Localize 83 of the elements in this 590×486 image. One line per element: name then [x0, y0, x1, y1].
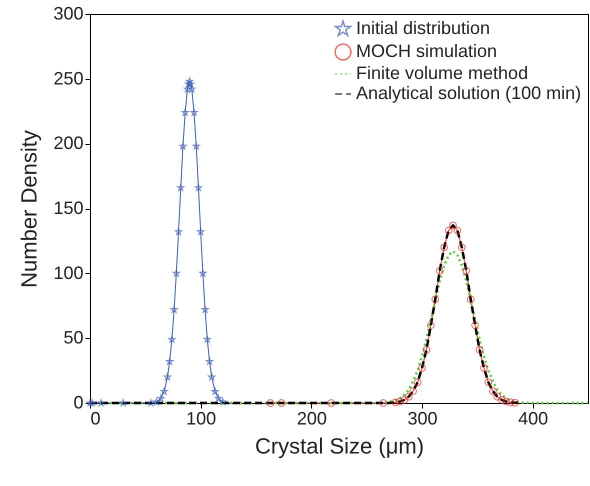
point [462, 266, 470, 275]
x-tick-label: 300 [407, 408, 438, 428]
point [409, 387, 417, 395]
point [147, 399, 155, 406]
y-axis-title: Number Density [16, 130, 42, 288]
point [181, 108, 189, 116]
point [168, 336, 176, 343]
point [379, 399, 388, 407]
point [422, 346, 430, 354]
point [400, 396, 408, 404]
point [208, 373, 216, 380]
point [431, 295, 440, 304]
x-tick-label: 200 [296, 408, 327, 428]
y-tick-label: 200 [53, 133, 84, 154]
point [404, 392, 413, 400]
point [484, 378, 492, 386]
point [177, 184, 184, 191]
x-axis-title: Crystal Size (μm) [254, 434, 424, 458]
point [502, 398, 510, 406]
point [493, 392, 502, 400]
point [471, 321, 479, 330]
point [511, 398, 519, 407]
point [480, 364, 488, 372]
legend-label: MOCH simulation [356, 41, 498, 61]
point [211, 388, 219, 395]
point [186, 78, 194, 85]
point [392, 398, 400, 406]
point [278, 399, 286, 407]
y-tick-label: 100 [53, 262, 84, 283]
point [192, 142, 200, 150]
point [170, 306, 178, 313]
point [206, 358, 214, 365]
point [120, 399, 127, 406]
point [97, 399, 105, 406]
point [174, 228, 182, 236]
point [190, 108, 198, 116]
point [498, 396, 506, 404]
point [164, 373, 172, 380]
point [414, 378, 422, 386]
point [219, 398, 226, 406]
legend-label: Analytical solution (100 min) [356, 83, 582, 103]
y-tick-label: 300 [53, 4, 84, 24]
point [266, 399, 274, 407]
point [204, 336, 211, 343]
point [214, 394, 222, 402]
point [466, 295, 475, 304]
point [188, 85, 196, 92]
x-tick-label: 400 [518, 408, 548, 428]
point [476, 346, 484, 354]
point [184, 80, 192, 88]
point [184, 85, 192, 92]
point [454, 226, 462, 234]
point [86, 399, 94, 406]
point [194, 184, 202, 191]
point [488, 387, 497, 395]
point [157, 394, 165, 402]
point [436, 266, 444, 275]
point [440, 244, 448, 252]
x-tick-label: 100 [186, 408, 216, 428]
point [427, 321, 435, 330]
y-tick-label: 150 [53, 198, 84, 218]
point [458, 244, 466, 252]
y-tick-label: 0 [73, 392, 84, 412]
x-tick-label: 0 [90, 408, 101, 428]
point [172, 269, 180, 277]
point [166, 358, 174, 365]
y-tick-label: 250 [53, 68, 84, 88]
point [418, 364, 426, 372]
point [327, 399, 336, 407]
point [449, 222, 457, 230]
point [201, 306, 209, 313]
y-tick-label: 50 [63, 328, 84, 348]
point [196, 228, 204, 236]
point [160, 388, 168, 395]
legend-label: Finite volume method [356, 63, 528, 83]
point [152, 398, 160, 406]
point [396, 398, 404, 406]
point [179, 142, 187, 150]
point [199, 269, 207, 277]
point [88, 399, 96, 406]
point [444, 226, 452, 234]
legend-label: Initial distribution [356, 18, 490, 38]
point [187, 80, 194, 88]
